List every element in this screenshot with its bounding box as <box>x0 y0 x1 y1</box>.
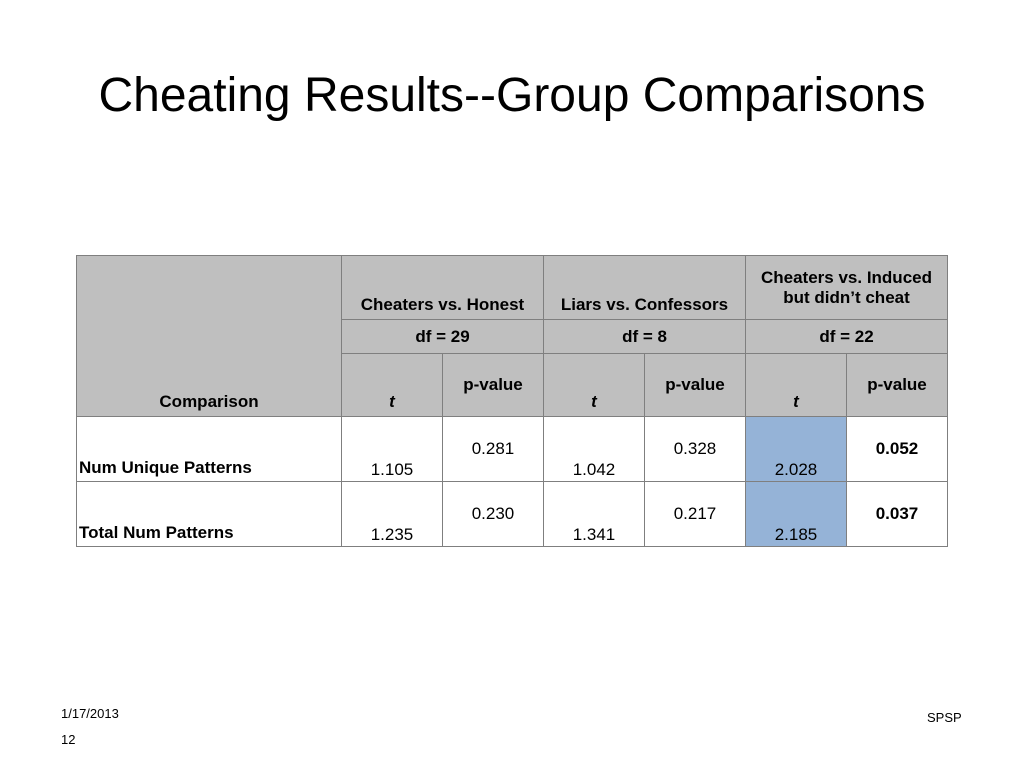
p-value-header: p-value <box>644 353 746 417</box>
table-cell-highlighted: 2.185 <box>745 481 847 547</box>
table-cell: 1.105 <box>341 416 443 482</box>
table-cell-bold: 0.037 <box>846 481 948 547</box>
table-cell: 0.217 <box>644 481 746 547</box>
t-header: t <box>745 353 847 417</box>
table-cell: 1.341 <box>543 481 645 547</box>
table-cell-highlighted: 2.028 <box>745 416 847 482</box>
p-value-header: p-value <box>846 353 948 417</box>
table-cell: 0.230 <box>442 481 544 547</box>
table-cell-bold: 0.052 <box>846 416 948 482</box>
group-header-cheaters-honest: Cheaters vs. Honest <box>341 255 544 320</box>
slide-title: Cheating Results--Group Comparisons <box>98 69 926 122</box>
df-cheaters-induced: df = 22 <box>745 319 948 354</box>
p-value-header: p-value <box>442 353 544 417</box>
table-cell: 0.281 <box>442 416 544 482</box>
table-row: Num Unique Patterns 1.105 0.281 1.042 0.… <box>76 416 948 482</box>
table-row: Total Num Patterns 1.235 0.230 1.341 0.2… <box>76 481 948 547</box>
footer-text: SPSP <box>927 710 962 725</box>
results-table: Comparison Cheaters vs. Honest Liars vs.… <box>76 255 948 547</box>
table-cell: 0.328 <box>644 416 746 482</box>
slide-number: 12 <box>61 732 76 747</box>
df-cheaters-honest: df = 29 <box>341 319 544 354</box>
group-header-liars-confessors: Liars vs. Confessors <box>543 255 746 320</box>
table-cell: 1.042 <box>543 416 645 482</box>
group-header-cheaters-induced: Cheaters vs. Induced but didn’t cheat <box>745 255 948 320</box>
table-cell: 1.235 <box>341 481 443 547</box>
row-label: Num Unique Patterns <box>76 416 342 482</box>
t-header: t <box>543 353 645 417</box>
row-label: Total Num Patterns <box>76 481 342 547</box>
df-liars-confessors: df = 8 <box>543 319 746 354</box>
t-header: t <box>341 353 443 417</box>
comparison-header: Comparison <box>76 255 342 417</box>
slide-date: 1/17/2013 <box>61 706 119 721</box>
